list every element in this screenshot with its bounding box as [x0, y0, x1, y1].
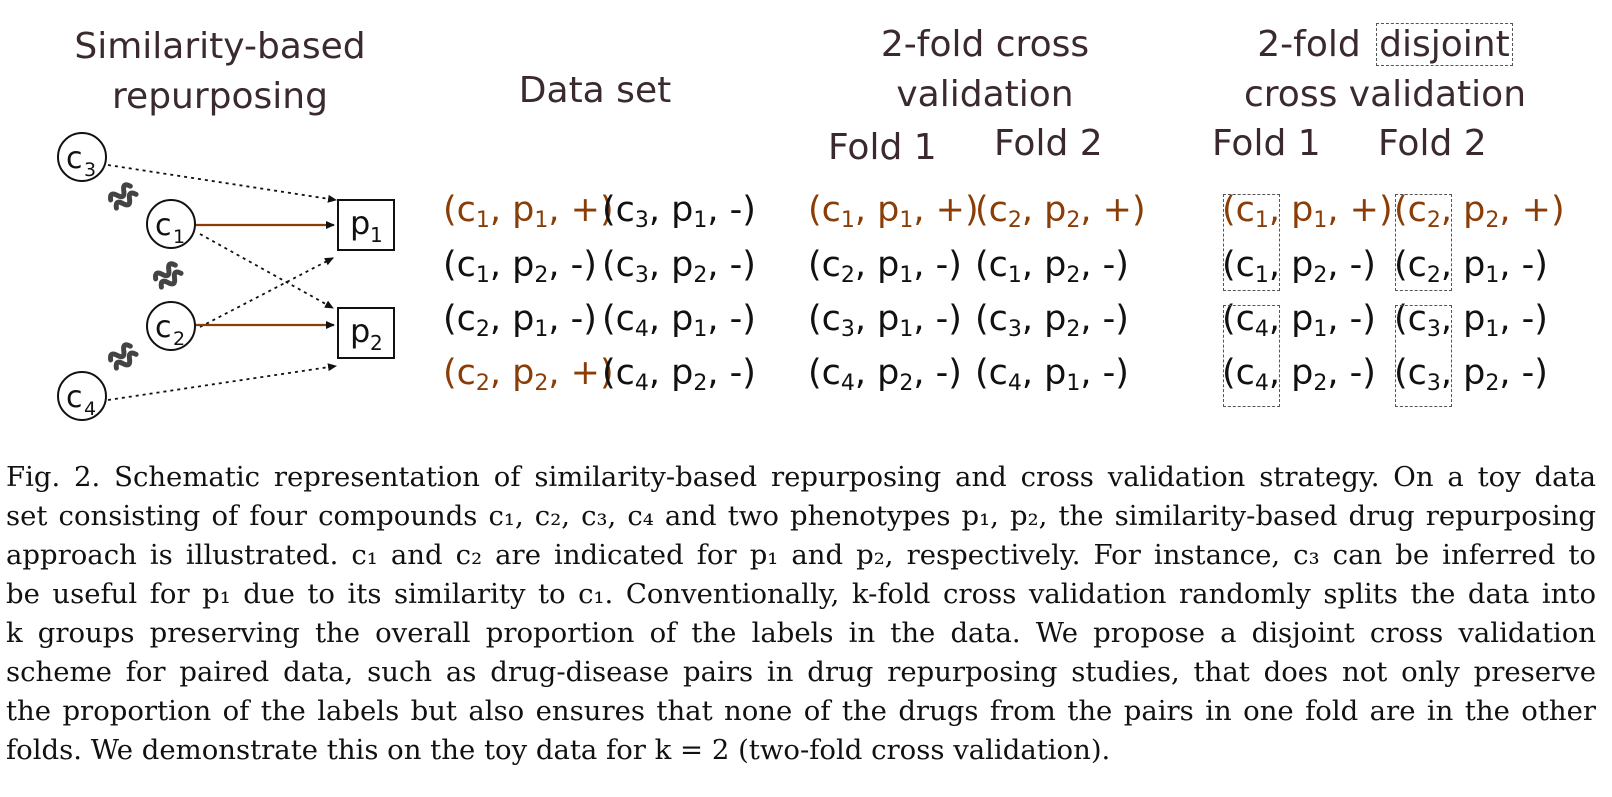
- dataset-tuple: (c2, p2, +): [443, 353, 614, 396]
- phenotype-sub-p1: 1: [370, 223, 383, 247]
- cv-title: 2-fold cross validation: [820, 20, 1150, 120]
- disjoint-box-c3-fold2: [1395, 305, 1452, 407]
- disjoint-fold2-tuple: (c2, p2, +): [1394, 190, 1565, 233]
- squiggle-icon: [107, 182, 139, 211]
- compound-label-c1: c: [155, 208, 172, 243]
- dataset-tuple: (c3, p2, -): [602, 245, 756, 288]
- edge-c1-p2: [199, 233, 334, 309]
- caption-line: folds. We demonstrate this on the toy da…: [6, 734, 1111, 766]
- similarity-diagram: c 3 c 1 c 2 c 4 p 1 p 2: [57, 132, 395, 421]
- compound-label-c4: c: [66, 380, 83, 415]
- edge-c2-p1: [199, 257, 334, 328]
- cv-fold1-tuple: (c1, p1, +): [808, 190, 979, 233]
- cv-title-line2: validation: [896, 74, 1074, 115]
- disjoint-fold1-tuple: (c4, p1, -): [1222, 299, 1376, 342]
- similarity-panel-title: Similarity-based repurposing: [60, 22, 380, 122]
- disjoint-fold2-label: Fold 2: [1378, 123, 1487, 164]
- disjoint-fold2-tuple: (c2, p1, -): [1394, 245, 1548, 288]
- caption-line: set consisting of four compounds c₁, c₂,…: [6, 500, 1596, 532]
- disjoint-title-boxed-word: disjoint: [1376, 23, 1513, 66]
- cv-fold2-tuple: (c2, p2, +): [975, 190, 1146, 233]
- compound-node-c3: c 3: [57, 132, 107, 182]
- compound-sub-c1: 1: [173, 226, 185, 248]
- similarity-title-line1: Similarity-based: [74, 26, 366, 67]
- cv-fold2-tuple: (c1, p2, -): [975, 245, 1129, 288]
- phenotype-node-p1: p 1: [337, 199, 395, 251]
- disjoint-fold2-tuple: (c3, p2, -): [1394, 353, 1548, 396]
- disjoint-cv-title: 2-fold disjoint cross validation: [1205, 20, 1565, 120]
- compound-label-c2: c: [155, 310, 172, 345]
- disjoint-fold1-tuple: (c1, p2, -): [1222, 245, 1376, 288]
- dataset-tuple: (c1, p1, +): [443, 190, 614, 233]
- cv-fold1-tuple: (c4, p2, -): [808, 353, 962, 396]
- phenotype-sub-p2: 2: [370, 331, 383, 355]
- phenotype-node-p2: p 2: [337, 307, 395, 359]
- cv-title-line1: 2-fold cross: [880, 24, 1090, 65]
- disjoint-title-line1: 2-fold disjoint: [1205, 20, 1565, 70]
- cv-fold1-label: Fold 1: [828, 127, 937, 168]
- caption-line: Fig. 2. Schematic representation of simi…: [6, 461, 1596, 493]
- compound-sub-c4: 4: [84, 398, 96, 420]
- disjoint-box-c4-fold1: [1223, 305, 1280, 407]
- squiggle-icon: [107, 342, 139, 371]
- compound-node-c4: c 4: [57, 371, 107, 421]
- compound-node-c2: c 2: [146, 301, 196, 351]
- dataset-title: Data set: [518, 70, 672, 111]
- phenotype-label-p2: p: [350, 312, 370, 350]
- edge-c4-p2: [107, 363, 337, 401]
- disjoint-fold1-tuple: (c1, p1, +): [1222, 190, 1393, 233]
- cv-fold2-tuple: (c3, p2, -): [975, 299, 1129, 342]
- similarity-title-line2: repurposing: [112, 76, 328, 117]
- disjoint-fold1-label: Fold 1: [1212, 123, 1321, 164]
- figure-2: Similarity-based repurposing Data set 2-…: [57, 20, 1565, 421]
- disjoint-box-c2-fold2: [1395, 194, 1452, 291]
- caption-line: scheme for paired data, such as drug-dis…: [6, 656, 1596, 688]
- squiggle-icon: [152, 261, 184, 290]
- phenotype-label-p1: p: [350, 204, 370, 242]
- cv-fold2-label: Fold 2: [994, 123, 1103, 164]
- caption-line: k groups preserving the overall proporti…: [6, 617, 1596, 649]
- compound-sub-c2: 2: [173, 328, 185, 350]
- compound-sub-c3: 3: [84, 159, 96, 181]
- dataset-tuple: (c4, p1, -): [602, 299, 756, 342]
- edge-c3-p1: [107, 164, 337, 203]
- disjoint-box-c1-fold1: [1223, 194, 1280, 291]
- caption-line: the proportion of the labels but also en…: [6, 695, 1596, 727]
- dataset-tuple: (c1, p2, -): [443, 245, 597, 288]
- dataset-tuple: (c2, p1, -): [443, 299, 597, 342]
- disjoint-title-prefix: 2-fold: [1257, 24, 1361, 65]
- cv-fold2-tuple: (c4, p1, -): [975, 353, 1129, 396]
- disjoint-fold1-tuple: (c4, p2, -): [1222, 353, 1376, 396]
- cv-fold1-tuple: (c2, p1, -): [808, 245, 962, 288]
- disjoint-title-line2: cross validation: [1243, 74, 1527, 115]
- caption-line: approach is illustrated. c₁ and c₂ are i…: [6, 539, 1596, 571]
- dataset-tuple: (c3, p1, -): [602, 190, 756, 233]
- dataset-tuple: (c4, p2, -): [602, 353, 756, 396]
- cv-fold1-tuple: (c3, p1, -): [808, 299, 962, 342]
- figure-caption: Fig. 2. Schematic representation of simi…: [6, 458, 1596, 770]
- compound-node-c1: c 1: [146, 199, 196, 249]
- compound-label-c3: c: [66, 141, 83, 176]
- caption-line: be useful for p₁ due to its similarity t…: [6, 578, 1596, 610]
